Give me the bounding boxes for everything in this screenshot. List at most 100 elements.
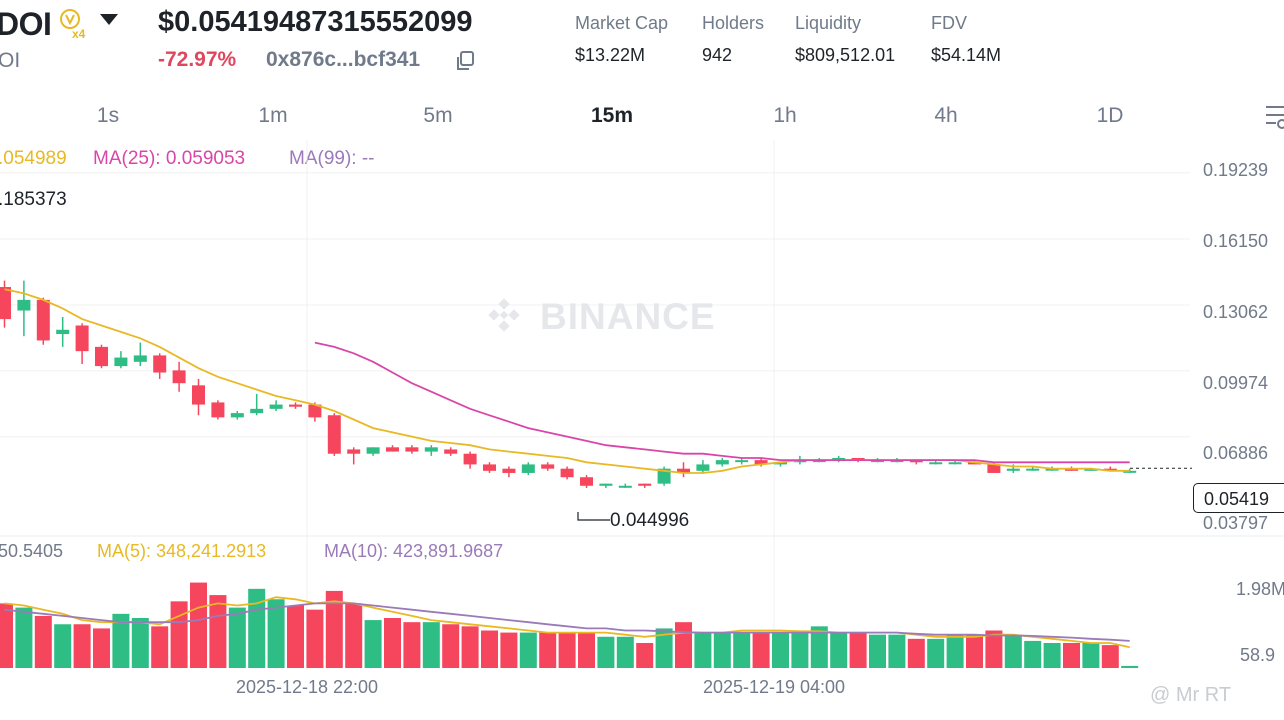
contract-address[interactable]: 0x876c...bcf341 [266,48,421,71]
copy-icon[interactable] [455,50,475,72]
chart-settings-icon[interactable] [1262,102,1284,130]
tab-5m[interactable]: 5m [423,104,453,127]
candle-body [987,464,1001,473]
ma25-line [314,341,1130,464]
price-axis-label: 0.13062 [1203,302,1269,322]
candle [250,393,264,416]
credit-text: @ Mr RT [1150,684,1232,706]
candle [386,445,399,452]
candle-body [812,460,826,463]
volume-bar [1101,645,1119,668]
candle [832,455,846,463]
volume-bar [810,626,828,668]
candle [560,466,574,480]
candle-body [871,460,884,463]
volume-bar [422,622,440,668]
candle [36,297,50,345]
volume-bar [733,632,751,668]
token-symbol[interactable]: DOI [0,6,52,42]
volume-bar [190,582,207,668]
volume-bar [597,636,615,668]
candle [192,378,205,416]
ma7-legend: .054989 [0,148,67,169]
tab-1m[interactable]: 1m [258,104,288,127]
volume-bar [578,632,595,668]
candle [133,342,147,367]
candle-body [929,462,943,465]
candle-body [153,355,167,373]
volume-bar [927,638,945,668]
candle [289,402,302,409]
candle-body [657,468,671,484]
candle [56,316,70,347]
candle-body [308,404,322,418]
candle-body [250,408,264,414]
candle-body [541,464,555,469]
volume-bar [54,624,72,668]
holders-label: Holders [702,13,765,33]
volume-bar [15,607,33,668]
candle-body [909,460,923,463]
token-subsymbol: OI [0,49,21,72]
volume-bar [384,618,401,668]
volume-bar [131,618,149,668]
volume-bar [364,620,382,668]
price-axis-label: 0.06886 [1203,443,1269,463]
volume-bar [675,622,692,668]
vol-ma5-legend: MA(5): 348,241.2913 [97,541,267,561]
candle [599,483,613,488]
volume-bar [267,599,285,668]
candle-body [618,485,632,488]
candle-body [347,449,361,454]
tab-1d[interactable]: 1D [1096,104,1124,127]
candle-body [133,355,147,362]
volume-bar [539,632,557,668]
current-price-tag: 0.05419 [1193,483,1284,513]
candle [677,462,690,478]
time-axis-label: 2025-12-19 04:00 [702,677,846,697]
candle-body [735,460,749,463]
volume-bar [1063,643,1080,668]
volume-bar [966,634,983,668]
candle-body [1006,468,1020,471]
candle [521,462,535,476]
tab-1h[interactable]: 1h [773,104,797,127]
candle-body [17,299,31,311]
candle-body [580,477,593,486]
candle-body [1103,468,1117,471]
volume-bar [1082,643,1100,668]
volume-axis-label: 58.9 [1240,645,1276,665]
candle-body [560,468,574,478]
candle-body [1026,468,1040,471]
volume-bar [849,632,867,668]
volume-bar [946,634,964,668]
tab-1s[interactable]: 1s [96,104,120,127]
candle-body [1084,468,1098,471]
candle [172,361,186,392]
tab-4h[interactable]: 4h [934,104,958,127]
token-price: $0.05419487315552099 [158,6,473,38]
interval-tabs: 1s 1m 5m 15m 1h 4h 1D [0,96,1284,136]
price-change: -72.97% [158,48,237,71]
tab-15m[interactable]: 15m [590,104,634,127]
token-dropdown-caret-icon[interactable] [100,14,118,25]
candle [638,483,652,488]
volume-bar [209,595,227,668]
candle-body [851,457,865,461]
badge-text: x4 [72,27,86,41]
candle-body [793,460,807,463]
liquidity-label: Liquidity [795,13,862,33]
candle-body [230,413,244,418]
candle [580,475,593,488]
volume-bar [403,622,421,668]
volume-bar [228,607,246,668]
liquidity-value: $809,512.01 [795,45,896,65]
volume-bar [985,630,1003,668]
volume-bar [1004,634,1022,668]
candle-body [968,462,981,465]
candle [424,445,438,456]
volume-bar [442,624,460,668]
volume-bar [713,632,731,668]
candle-body [192,385,205,405]
